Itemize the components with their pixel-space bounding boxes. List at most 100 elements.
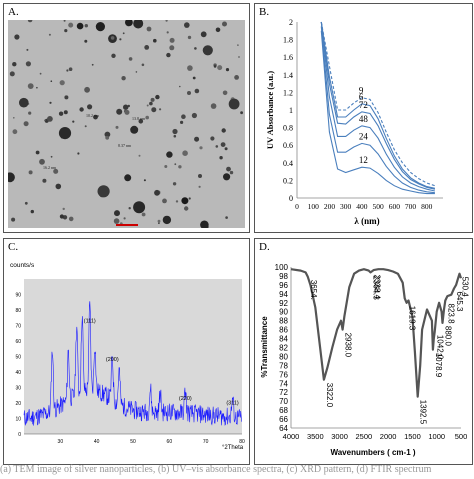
nanoparticle (182, 150, 188, 156)
xrd-y-tick-label: 90 (15, 293, 21, 299)
ftir-spectrum-line (290, 268, 463, 398)
nanoparticle (84, 86, 90, 93)
uv-x-tick-label: 400 (356, 202, 368, 211)
tem-micrograph: 10.2 nm 13.8 nm 8.37 nm 16.2 nm (8, 20, 245, 228)
nanoparticle (150, 97, 155, 102)
nanoparticle (237, 44, 239, 46)
nanoparticle (127, 104, 130, 108)
xrd-x-tick-label: 50 (130, 439, 136, 445)
xrd-peak-label: (111) (84, 318, 96, 324)
ftir-y-tick-label: 74 (279, 379, 288, 388)
ftir-peak-label: 1078.9 (434, 353, 443, 378)
nanoparticle (66, 69, 69, 72)
ftir-y-tick-label: 90 (279, 308, 288, 317)
nanoparticle (151, 107, 157, 113)
xrd-y-tick-label: 80 (15, 308, 21, 314)
nanoparticle (97, 185, 110, 198)
ftir-y-tick-label: 88 (279, 317, 288, 326)
nanoparticle (39, 158, 45, 165)
nanoparticle (47, 116, 53, 122)
nanoparticle (63, 20, 66, 22)
xrd-y-tick-label: 0 (18, 432, 21, 438)
nanoparticle (76, 22, 84, 30)
nanoparticle (62, 207, 65, 211)
ftir-x-tick-label: 2500 (356, 432, 373, 441)
nanoparticle (194, 47, 197, 50)
nanoparticle (149, 101, 153, 106)
nanoparticle (124, 174, 132, 182)
nanoparticle (58, 111, 64, 116)
nanoparticle (228, 98, 240, 110)
nanoparticle (128, 207, 131, 210)
ftir-peak-label: 2938.0 (344, 333, 353, 358)
xrd-pattern-line (23, 301, 242, 426)
nanoparticle (215, 27, 221, 33)
nanoparticle (175, 200, 179, 203)
nanoparticle (157, 219, 161, 223)
nanoparticle (63, 110, 68, 115)
nanoparticle (226, 166, 231, 172)
nanoparticle (24, 201, 28, 205)
nanoparticle (12, 129, 18, 135)
nanoparticle (210, 103, 217, 109)
nanoparticle (50, 80, 53, 82)
nanoparticle (213, 65, 217, 68)
nanoparticle (238, 56, 240, 58)
nanoparticle (79, 107, 84, 112)
nanoparticle (115, 125, 119, 129)
nanoparticle (138, 154, 141, 157)
uv-y-tick-label: 0 (289, 194, 293, 203)
nanoparticle (158, 222, 160, 224)
nanoparticle (14, 34, 20, 40)
nanoparticle (133, 201, 146, 214)
nanoparticle (224, 147, 228, 151)
uv-x-tick-label: 300 (340, 202, 352, 211)
ftir-y-tick-label: 64 (279, 424, 288, 433)
ftir-y-tick-label: 78 (279, 361, 288, 370)
xrd-x-tick-label: 60 (167, 439, 173, 445)
nanoparticle (155, 94, 160, 100)
nanoparticle (119, 38, 122, 41)
nanoparticle (72, 120, 75, 123)
nanoparticle (58, 127, 72, 140)
panel-c-label: C. (8, 241, 19, 253)
nanoparticle (23, 121, 29, 127)
nanoparticle (181, 197, 189, 205)
uv-series-line (320, 30, 435, 195)
nanoparticle (50, 155, 53, 158)
nanoparticle (25, 61, 31, 67)
nanoparticle (125, 20, 133, 27)
uv-series-line (320, 21, 436, 190)
ftir-x-tick-label: 3500 (307, 432, 324, 441)
ftir-peak-label: 645.3 (455, 291, 464, 312)
uv-x-tick-label: 200 (324, 202, 336, 211)
nanoparticle (44, 119, 46, 122)
uv-y-tick-label: 0.4 (283, 159, 293, 168)
nanoparticle (84, 24, 89, 28)
nanoparticle (162, 215, 172, 225)
nanoparticle (12, 62, 17, 67)
uv-curve-label: 72 (359, 100, 368, 110)
nanoparticle (59, 214, 64, 219)
ftir-y-tick-label: 70 (279, 397, 288, 406)
nanoparticle (194, 88, 200, 94)
uv-x-tick-label: 700 (405, 202, 417, 211)
ftir-y-tick-label: 84 (279, 335, 288, 344)
nanoparticle (143, 179, 146, 182)
ftir-peak-label: 1619.3 (408, 306, 417, 331)
uv-y-tick-label: 1 (289, 106, 293, 115)
nanoparticle (19, 97, 29, 108)
ftir-peak-label: 2338.4 (373, 274, 382, 299)
uv-y-tick-label: 2 (289, 18, 293, 27)
tem-annotation: 10.2 nm (86, 113, 100, 118)
nanoparticle (225, 216, 228, 219)
nanoparticle (184, 22, 190, 28)
nanoparticle (87, 104, 93, 110)
xrd-y-axis-label: counts/s (10, 262, 35, 269)
nanoparticle (166, 151, 173, 158)
nanoparticle (53, 168, 59, 174)
uv-x-tick-label: 600 (389, 202, 401, 211)
nanoparticle (220, 142, 226, 147)
nanoparticle (144, 45, 150, 50)
nanoparticle (91, 63, 94, 66)
